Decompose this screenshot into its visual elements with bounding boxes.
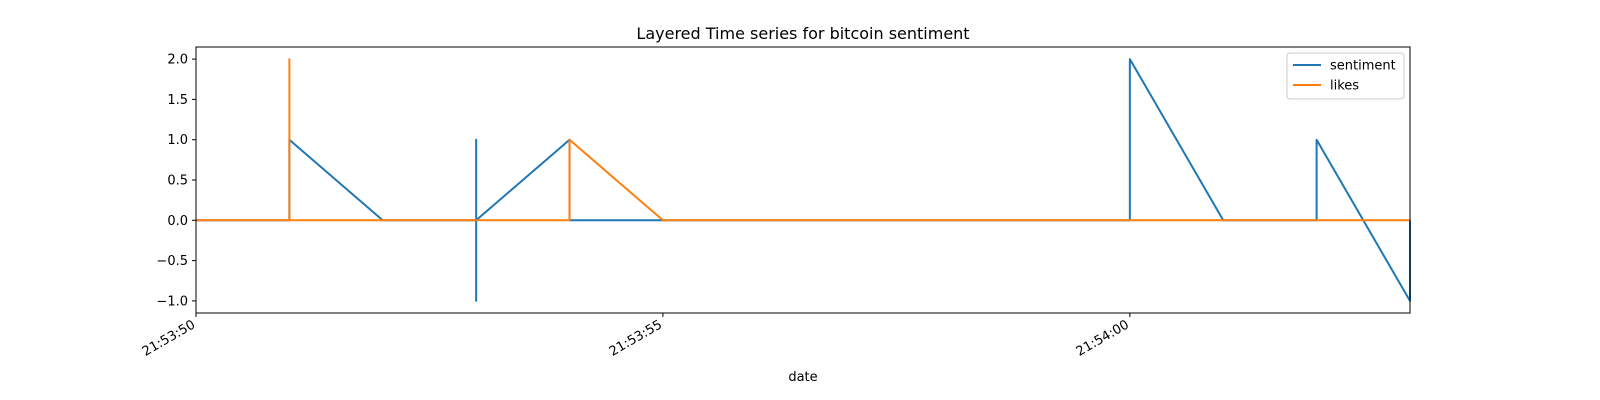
chart-title: Layered Time series for bitcoin sentimen…: [636, 24, 969, 43]
x-tick-label: 21:53:50: [140, 317, 198, 359]
y-tick-label: 1.0: [167, 133, 188, 148]
legend: sentiment likes: [1286, 52, 1405, 100]
x-tick-label: 21:53:55: [607, 317, 665, 359]
series-line-sentiment: [196, 58, 1411, 302]
y-tick-label: −1.0: [156, 294, 188, 309]
y-tick-label: 2.0: [167, 53, 188, 68]
plot-area: [196, 58, 1411, 302]
y-axis: 2.0 1.5 1.0 0.5 0.0 −0.5 −1.0: [156, 53, 196, 309]
legend-label-sentiment: sentiment: [1330, 59, 1396, 74]
y-tick-label: −0.5: [156, 254, 188, 269]
series-line-likes: [196, 58, 1410, 222]
x-axis: 21:53:50 21:53:55 21:54:00: [140, 313, 1132, 360]
x-axis-label: date: [788, 370, 817, 385]
y-tick-label: 0.0: [167, 214, 188, 229]
x-tick-label: 21:54:00: [1074, 317, 1132, 359]
plot-frame: [195, 46, 1411, 314]
y-tick-label: 1.5: [167, 93, 188, 108]
legend-label-likes: likes: [1330, 79, 1359, 94]
y-tick-label: 0.5: [167, 174, 188, 189]
